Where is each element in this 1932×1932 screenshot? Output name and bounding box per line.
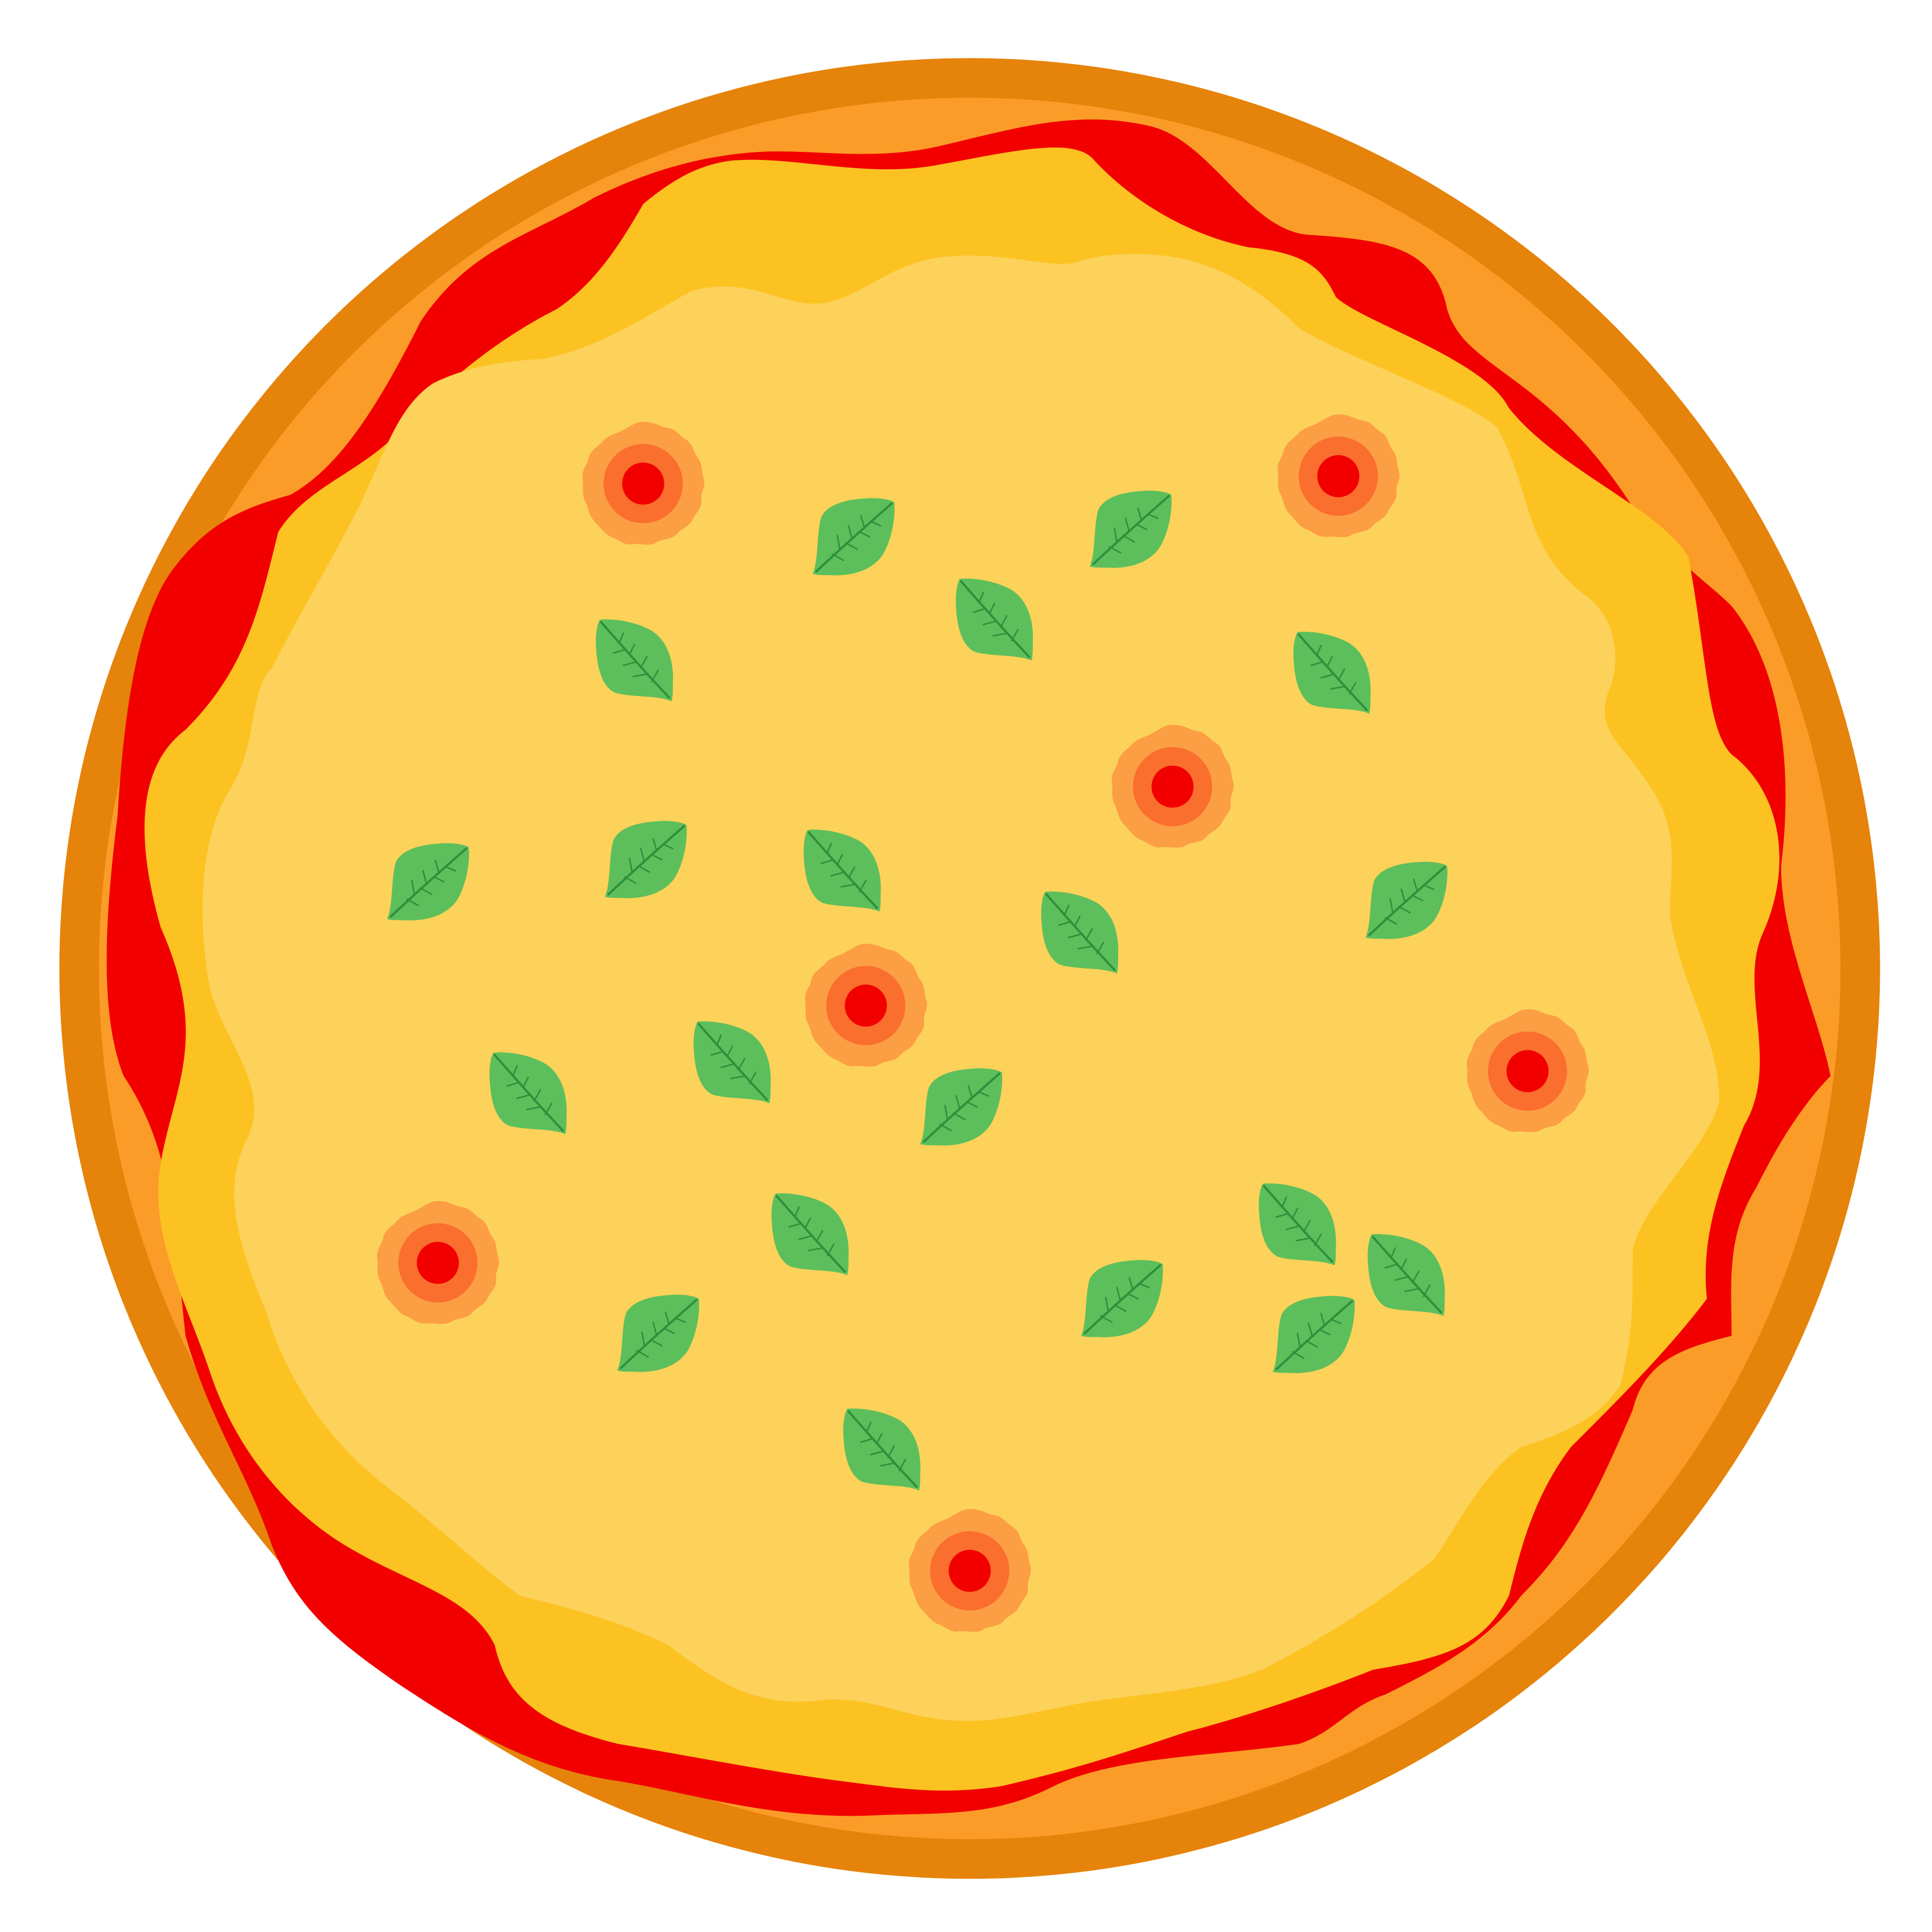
pizza-illustration [59,58,1880,1879]
pizza-canvas [59,58,1880,1879]
